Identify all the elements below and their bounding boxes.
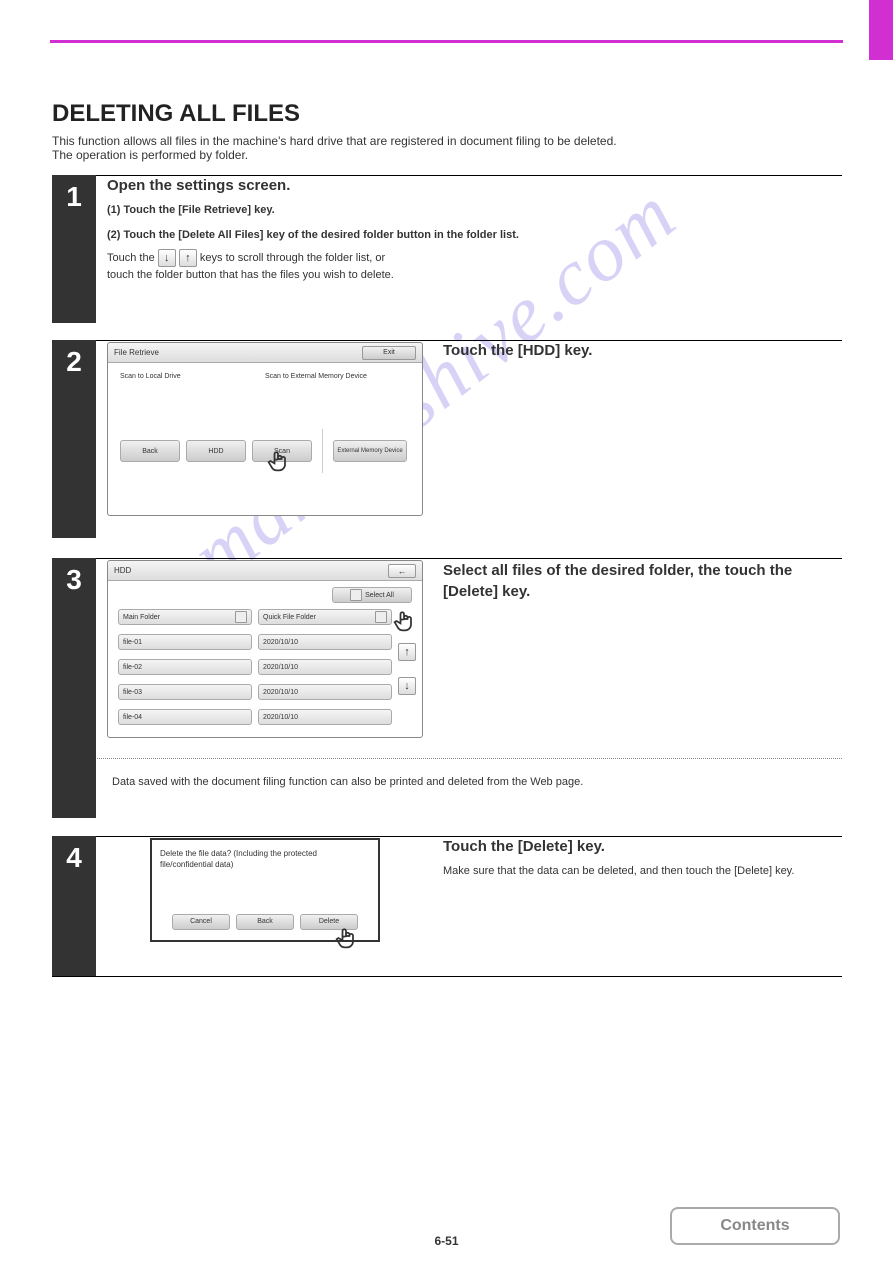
scroll-up-icon[interactable]: ↑ (398, 643, 416, 661)
back-button[interactable]: Back (120, 440, 180, 462)
file-row[interactable]: file-02 (118, 659, 252, 675)
step-number-3: 3 (52, 558, 96, 818)
back-key-icon[interactable]: ← (388, 564, 416, 578)
step1-heading: Open the settings screen. (107, 177, 842, 194)
screen-title: File Retrieve (114, 348, 159, 357)
step-number-4: 4 (52, 836, 96, 976)
back-button[interactable]: Back (236, 914, 294, 930)
step1-line3: Touch the ↓ ↑ keys to scroll through the… (107, 249, 842, 284)
file-date: 2020/10/10 (258, 634, 392, 650)
subtitle-line-1: This function allows all files in the ma… (52, 134, 617, 148)
note-text: Data saved with the document filing func… (112, 774, 583, 791)
cancel-button[interactable]: Cancel (172, 914, 230, 930)
section-right-label: Scan to External Memory Device (265, 373, 410, 380)
chapter-color-tab (869, 0, 893, 60)
folder-icon (235, 611, 247, 623)
folder-quick[interactable]: Quick File Folder (258, 609, 392, 625)
exit-button[interactable]: Exit (362, 346, 416, 360)
contents-button[interactable]: Contents (670, 1207, 840, 1245)
file-row[interactable]: file-01 (118, 634, 252, 650)
file-date: 2020/10/10 (258, 659, 392, 675)
click-hand-icon (390, 607, 418, 635)
folder-icon (375, 611, 387, 623)
step2-heading: Touch the [HDD] key. (443, 342, 842, 359)
scroll-down-icon[interactable]: ↓ (398, 677, 416, 695)
step1-line1: (1) Touch the [File Retrieve] key. (107, 202, 842, 219)
page-subtitle: This function allows all files in the ma… (52, 134, 617, 162)
hdd-button[interactable]: HDD (186, 440, 246, 462)
dialog-text: Delete the file data? (Including the pro… (160, 848, 370, 870)
subtitle-line-2: The operation is performed by folder. (52, 148, 248, 162)
step-number-1: 1 (52, 175, 96, 323)
file-date: 2020/10/10 (258, 709, 392, 725)
select-all-button[interactable]: Select All (332, 587, 412, 603)
page-number: 6-51 (434, 1234, 458, 1248)
checkbox-icon (350, 589, 362, 601)
step4-heading: Touch the [Delete] key. (443, 838, 842, 855)
step1-line2: (2) Touch the [Delete All Files] key of … (107, 227, 842, 244)
file-row[interactable]: file-03 (118, 684, 252, 700)
ext-memory-button[interactable]: External Memory Device (333, 440, 407, 462)
hdd-screen-title: HDD (114, 566, 131, 575)
folder-main[interactable]: Main Folder (118, 609, 252, 625)
step4-note: Make sure that the data can be deleted, … (443, 863, 842, 880)
arrow-down-icon[interactable]: ↓ (158, 249, 176, 267)
file-date: 2020/10/10 (258, 684, 392, 700)
confirm-dialog: Delete the file data? (Including the pro… (150, 838, 380, 942)
click-hand-icon (264, 447, 292, 475)
file-row[interactable]: file-04 (118, 709, 252, 725)
arrow-up-icon[interactable]: ↑ (179, 249, 197, 267)
screen-file-retrieve: File Retrieve Exit Scan to Local Drive S… (107, 342, 423, 516)
click-hand-icon (332, 924, 360, 952)
step-number-2: 2 (52, 340, 96, 538)
step3-heading: Select all files of the desired folder, … (443, 560, 842, 602)
page-title: DELETING ALL FILES (52, 100, 300, 128)
top-rule (50, 40, 843, 43)
screen-hdd: HDD ← Select All Main Folder (107, 560, 423, 738)
section-left-label: Scan to Local Drive (120, 373, 265, 380)
